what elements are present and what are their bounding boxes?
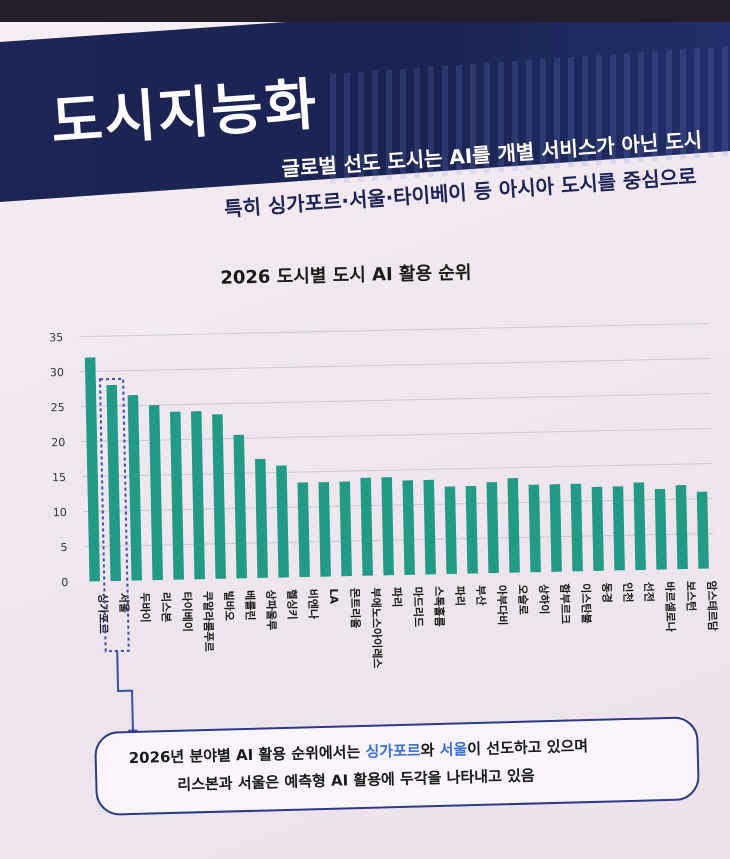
bar xyxy=(507,478,520,573)
x-tick-label: 몬트리올 xyxy=(348,588,363,629)
x-tick-label: 파리 xyxy=(453,586,467,607)
x-tick-label: 리스본 xyxy=(159,592,174,623)
projection-screen: 도시지능화 글로벌 선도 도시는 AI를 개별 서비스가 아닌 도시 특히 싱가… xyxy=(0,20,730,859)
gridline xyxy=(79,357,710,373)
x-tick-label: 함부르크 xyxy=(558,583,573,624)
x-tick-label: 부산 xyxy=(474,585,488,606)
bar xyxy=(528,484,541,573)
bar xyxy=(591,486,604,571)
y-axis-ticks: 0 5 10 15 20 25 30 35 xyxy=(49,331,68,589)
x-tick-label: 마드리드 xyxy=(411,587,426,628)
callout-text-e: 이 선도하고 있으며 xyxy=(467,737,589,759)
x-tick-label: 서울 xyxy=(117,593,131,614)
y-tick-label: 15 xyxy=(52,471,66,484)
connector-line xyxy=(116,650,134,731)
gridline xyxy=(81,427,712,443)
x-tick-label: 이스탄불 xyxy=(579,583,594,624)
bar xyxy=(570,483,583,572)
bar xyxy=(549,484,562,572)
y-tick-label: 10 xyxy=(53,506,67,519)
y-tick-label: 35 xyxy=(49,331,63,344)
x-tick-label: 선전 xyxy=(642,582,656,603)
bar xyxy=(654,488,667,570)
bar xyxy=(444,486,457,575)
bar xyxy=(297,482,310,578)
y-tick-label: 0 xyxy=(61,576,68,589)
x-tick-label: 암스테르담 xyxy=(705,580,720,631)
bar xyxy=(190,411,205,580)
bar xyxy=(169,411,184,580)
x-tick-label: 바르셀로나 xyxy=(663,581,678,632)
x-tick-label: 동경 xyxy=(600,583,614,604)
bar xyxy=(402,480,415,575)
callout-box: 2026년 분야별 AI 활용 순위에서는 싱가포르와 서울이 선도하고 있으며… xyxy=(94,716,700,816)
x-tick-label: 파리 xyxy=(390,587,404,608)
bar xyxy=(212,414,226,579)
bars xyxy=(84,357,709,582)
x-tick-label: 베를린 xyxy=(243,590,258,621)
bar xyxy=(423,479,436,575)
x-tick-label: LA xyxy=(327,588,340,604)
gridline xyxy=(79,322,710,338)
gridline xyxy=(80,392,711,408)
bar xyxy=(127,394,143,581)
x-tick-label: 부에노스아이레스 xyxy=(369,587,385,668)
bar xyxy=(360,477,373,576)
x-tick-label: 타이베이 xyxy=(180,591,195,632)
x-axis-labels: 싱가포르 서울 두바이 리스본 타이베이 쿠알라룸푸르 빌바오 베를린 상파울루 헬싱키 비엔나 LA… xyxy=(96,580,720,668)
callout-text-a: 2026년 분야별 AI 활용 순위에서는 xyxy=(128,742,366,768)
y-tick-label: 30 xyxy=(50,366,64,379)
bar xyxy=(612,486,625,571)
x-tick-label: 상하이 xyxy=(537,584,552,615)
callout-text-c: 와 xyxy=(420,740,440,760)
x-tick-label: 싱가포르 xyxy=(96,593,111,634)
chart-gridlines xyxy=(79,322,714,548)
x-tick-label: 아부다비 xyxy=(495,585,510,626)
bar xyxy=(675,485,688,570)
bar xyxy=(696,491,709,569)
bar xyxy=(106,384,122,582)
gridline xyxy=(83,532,714,548)
callout-line-2: 리스본과 서울은 예측형 AI 활용에 두각을 나타내고 있음 xyxy=(177,766,535,794)
x-tick-label: 쿠알라룸푸르 xyxy=(201,591,216,652)
y-tick-label: 5 xyxy=(60,541,67,554)
bar xyxy=(84,357,101,582)
bar xyxy=(254,458,268,579)
bar xyxy=(276,465,289,578)
callout-highlight-singapore: 싱가포르 xyxy=(365,741,421,761)
bar xyxy=(339,481,352,577)
bar-chart: 2026 도시별 도시 AI 활용 순위 0 5 10 15 20 25 30 35 싱가포르… xyxy=(49,262,720,739)
bar xyxy=(633,482,646,571)
bar xyxy=(233,434,247,579)
x-tick-label: 보스턴 xyxy=(684,581,699,612)
chart-title: 2026 도시별 도시 AI 활용 순위 xyxy=(220,262,471,288)
y-tick-label: 20 xyxy=(51,436,65,449)
y-tick-label: 25 xyxy=(50,401,64,414)
x-tick-label: 인천 xyxy=(621,582,635,603)
bar xyxy=(318,481,331,577)
bar xyxy=(486,481,499,574)
bar xyxy=(381,477,394,576)
x-tick-label: 오슬로 xyxy=(516,584,530,615)
x-tick-label: 비엔나 xyxy=(306,589,321,620)
x-tick-label: 헬싱키 xyxy=(285,589,300,620)
bar xyxy=(148,405,164,581)
bar xyxy=(465,485,478,574)
x-tick-label: 스톡홀름 xyxy=(432,586,447,627)
x-tick-label: 상파울루 xyxy=(264,590,279,631)
callout-line-1: 2026년 분야별 AI 활용 순위에서는 싱가포르와 서울이 선도하고 있으며 xyxy=(128,735,588,768)
callout-highlight-seoul: 서울 xyxy=(439,740,468,759)
x-tick-label: 두바이 xyxy=(138,592,153,623)
gridline xyxy=(82,462,712,478)
gridline xyxy=(82,497,713,513)
top-bezel xyxy=(0,0,730,22)
x-tick-label: 빌바오 xyxy=(222,590,237,621)
